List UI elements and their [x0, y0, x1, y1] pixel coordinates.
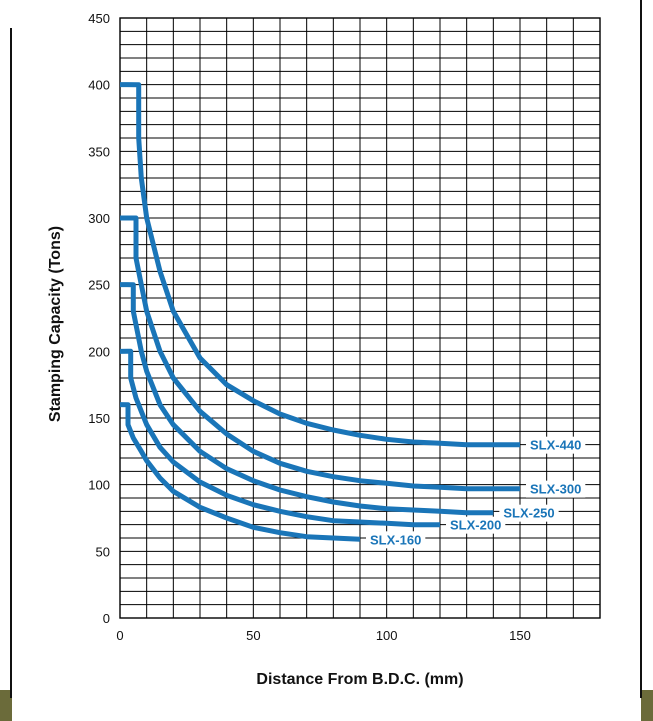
series-label-slx-200: SLX-200 — [450, 518, 501, 533]
series-label-bg-slx-160 — [366, 531, 426, 549]
x-tick-label: 50 — [246, 628, 260, 643]
frame-edge-left — [0, 690, 12, 721]
series-line-slx-250 — [119, 282, 494, 516]
series-label-bg-slx-200 — [446, 516, 506, 534]
y-tick-label: 450 — [88, 11, 110, 26]
y-tick-label: 400 — [88, 78, 110, 93]
y-tick-label: 100 — [88, 478, 110, 493]
series-label-slx-440: SLX-440 — [530, 438, 581, 453]
y-tick-label: 300 — [88, 211, 110, 226]
series-label-bg-slx-250 — [499, 504, 559, 522]
chart-grid — [119, 17, 601, 619]
chart-ticks: 0 50 100 150 0 50 100 150 200 250 300 350 400 450 — [88, 11, 531, 643]
frame-edge-right — [641, 690, 653, 721]
x-tick-label: 100 — [376, 628, 398, 643]
y-tick-label: 150 — [88, 411, 110, 426]
x-axis-label: Distance From B.D.C. (mm) — [256, 671, 463, 688]
series-label-bg-slx-300 — [526, 480, 586, 498]
frame-rule-right — [640, 0, 642, 698]
series-label-slx-160: SLX-160 — [370, 532, 421, 547]
y-tick-label: 350 — [88, 144, 110, 159]
y-tick-label: 0 — [103, 611, 110, 626]
series-line-slx-440 — [119, 82, 520, 448]
series-label-slx-300: SLX-300 — [530, 482, 581, 497]
frame-rule-left — [10, 28, 12, 698]
x-tick-label: 150 — [509, 628, 531, 643]
series-line-slx-300 — [120, 215, 520, 492]
y-tick-label: 50 — [96, 544, 110, 559]
series-line-slx-200 — [119, 348, 440, 528]
y-tick-label: 250 — [88, 278, 110, 293]
y-axis-label: Stamping Capacity (Tons) — [47, 226, 64, 422]
y-tick-label: 200 — [88, 344, 110, 359]
series-label-slx-250: SLX-250 — [503, 506, 554, 521]
series-line-slx-160 — [119, 402, 361, 542]
x-tick-label: 0 — [116, 628, 123, 643]
series-label-bg-slx-440 — [526, 436, 586, 454]
